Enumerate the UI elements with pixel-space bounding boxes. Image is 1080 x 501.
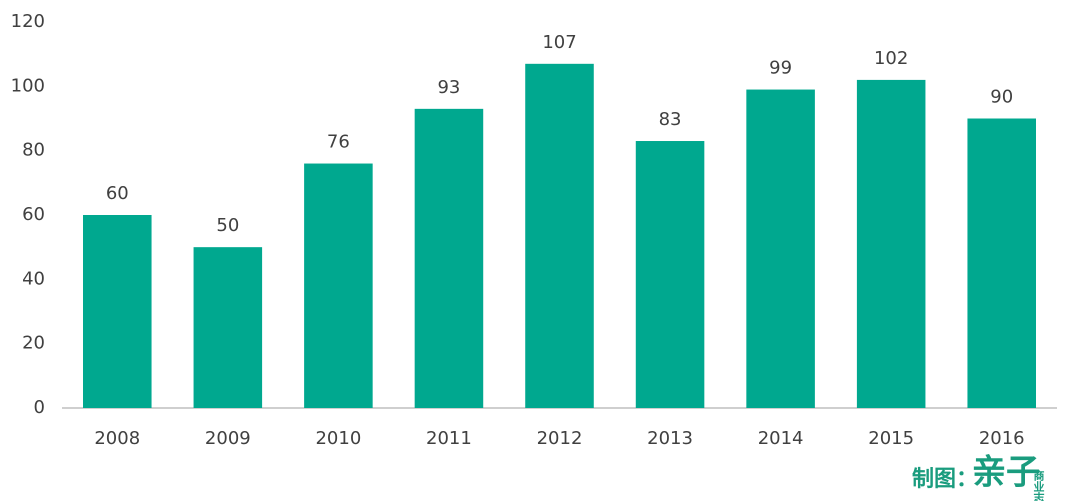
y-tick-label: 0 bbox=[34, 397, 45, 418]
data-label: 90 bbox=[990, 87, 1013, 108]
y-tick-label: 80 bbox=[22, 140, 45, 161]
bar bbox=[635, 141, 705, 408]
data-label: 93 bbox=[437, 77, 460, 98]
data-label: 102 bbox=[874, 48, 908, 69]
y-tick-label: 100 bbox=[11, 75, 45, 96]
bar bbox=[83, 215, 152, 408]
x-tick-label: 2015 bbox=[868, 428, 914, 449]
x-tick-label: 2011 bbox=[426, 428, 472, 449]
bar bbox=[967, 118, 1036, 408]
data-label: 99 bbox=[769, 58, 792, 79]
data-label: 60 bbox=[106, 183, 129, 204]
data-label: 83 bbox=[659, 109, 682, 130]
data-label: 107 bbox=[542, 32, 576, 53]
bar bbox=[304, 163, 373, 408]
bar bbox=[414, 108, 484, 408]
bar bbox=[746, 89, 815, 409]
x-tick-label: 2016 bbox=[979, 428, 1025, 449]
y-tick-label: 20 bbox=[22, 333, 45, 354]
bar bbox=[856, 79, 926, 409]
y-tick-label: 120 bbox=[11, 11, 45, 32]
data-label: 50 bbox=[216, 215, 239, 236]
x-tick-label: 2014 bbox=[758, 428, 804, 449]
y-tick-label: 60 bbox=[22, 204, 45, 225]
bar bbox=[193, 247, 263, 408]
x-tick-label: 2008 bbox=[94, 428, 140, 449]
data-label: 76 bbox=[327, 132, 350, 153]
credit-brand: 亲子 bbox=[972, 453, 1040, 493]
y-tick-label: 40 bbox=[22, 268, 45, 289]
bar bbox=[525, 63, 594, 409]
x-tick-label: 2013 bbox=[647, 428, 693, 449]
x-tick-label: 2010 bbox=[315, 428, 361, 449]
x-tick-label: 2009 bbox=[205, 428, 251, 449]
credit-sub: 商业志 bbox=[1032, 469, 1045, 501]
credit-label: 制图： bbox=[912, 467, 978, 492]
x-tick-label: 2012 bbox=[537, 428, 583, 449]
